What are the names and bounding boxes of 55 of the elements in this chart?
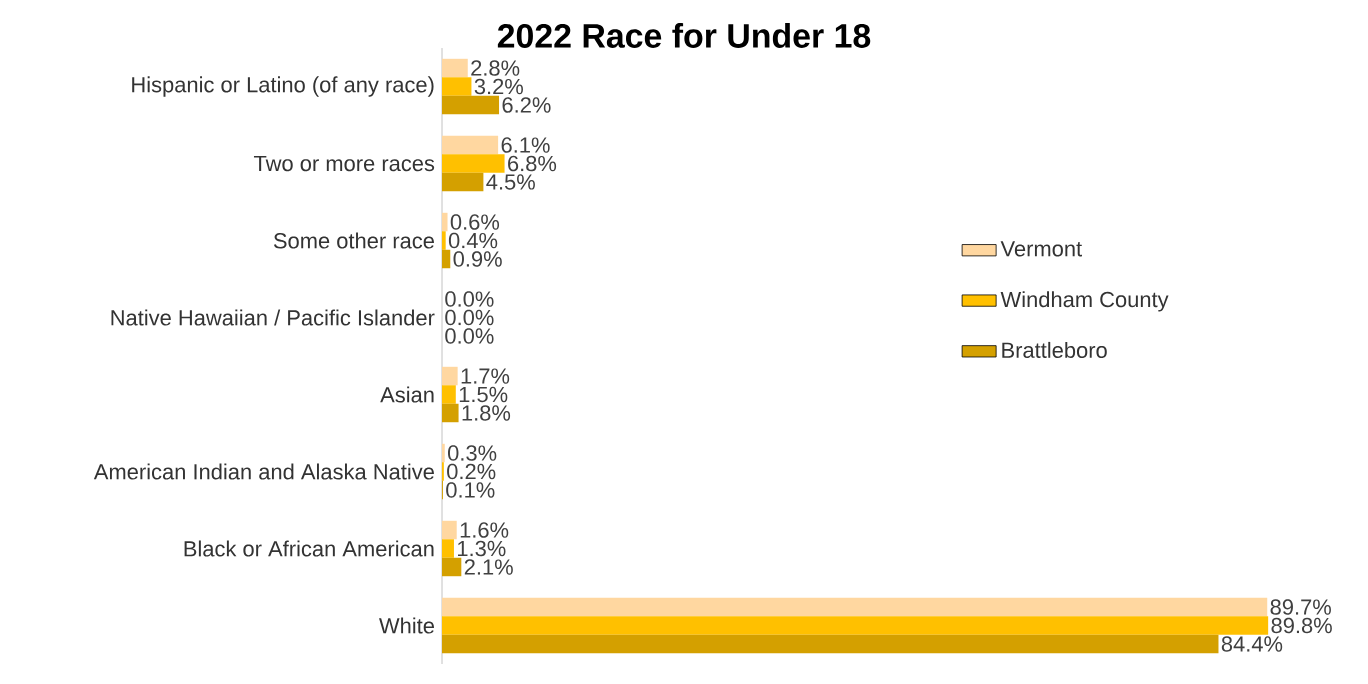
bar (442, 385, 456, 404)
data-label: 89.7% (1270, 599, 1331, 615)
y-tick-label: Black or African American (184, 540, 434, 557)
data-label: 4.5% (486, 174, 535, 190)
legend-label: Vermont (1000, 241, 1082, 257)
data-label: 89.8% (1271, 617, 1332, 634)
y-tick-label: American Indian and Alaska Native (93, 463, 434, 480)
data-label: 1.3% (458, 540, 506, 557)
data-label: 6.2% (502, 97, 551, 113)
data-label: 0.0% (445, 328, 494, 344)
bar (442, 58, 468, 78)
data-label: 0.0% (445, 309, 494, 326)
data-label: 6.8% (508, 155, 557, 172)
data-label: 0.3% (448, 445, 497, 461)
data-label: 1.6% (460, 522, 509, 538)
data-label: 0.6% (450, 214, 500, 230)
data-label: 0.9% (453, 251, 502, 267)
bar (442, 539, 454, 558)
y-tick-label: Asian (380, 386, 434, 403)
data-label: 0.1% (446, 482, 495, 498)
legend-label: Brattleboro (1002, 341, 1107, 358)
y-tick-label: Hispanic or Latino (of any race) (132, 76, 434, 97)
bar (442, 135, 499, 155)
data-label: 0.2% (447, 463, 496, 480)
bar (442, 443, 445, 463)
data-label: 84.4% (1221, 636, 1283, 652)
y-tick-label: Native Hawaiian / Pacific Islander (111, 309, 435, 326)
data-label: 6.1% (501, 137, 550, 153)
legend-label: Windham County (1000, 291, 1169, 312)
data-label: 3.2% (474, 78, 523, 95)
bar (442, 366, 458, 386)
bar (442, 172, 484, 192)
bar (442, 95, 500, 115)
data-label: 2.1% (464, 559, 513, 575)
data-label: 2.8% (471, 60, 520, 76)
data-label: 1.8% (462, 405, 511, 421)
data-label: 0.4% (448, 232, 498, 249)
bar (442, 403, 459, 423)
bar (442, 231, 446, 250)
bar (442, 616, 1269, 635)
y-tick-label: Two or more races (253, 155, 435, 172)
bar (442, 154, 505, 173)
bar (442, 557, 462, 577)
y-tick-label: Some other race (273, 232, 434, 249)
y-tick-label: White (379, 617, 434, 634)
data-label: 0.0% (445, 291, 494, 307)
bar (442, 634, 1219, 654)
chart-title: 2022 Race for Under 18 (497, 23, 871, 48)
bar (442, 212, 448, 232)
bar (442, 77, 472, 96)
bar (442, 520, 457, 540)
data-label: 1.7% (461, 368, 510, 384)
bar (442, 249, 451, 269)
bar (442, 597, 1268, 617)
data-label: 1.5% (459, 386, 508, 403)
